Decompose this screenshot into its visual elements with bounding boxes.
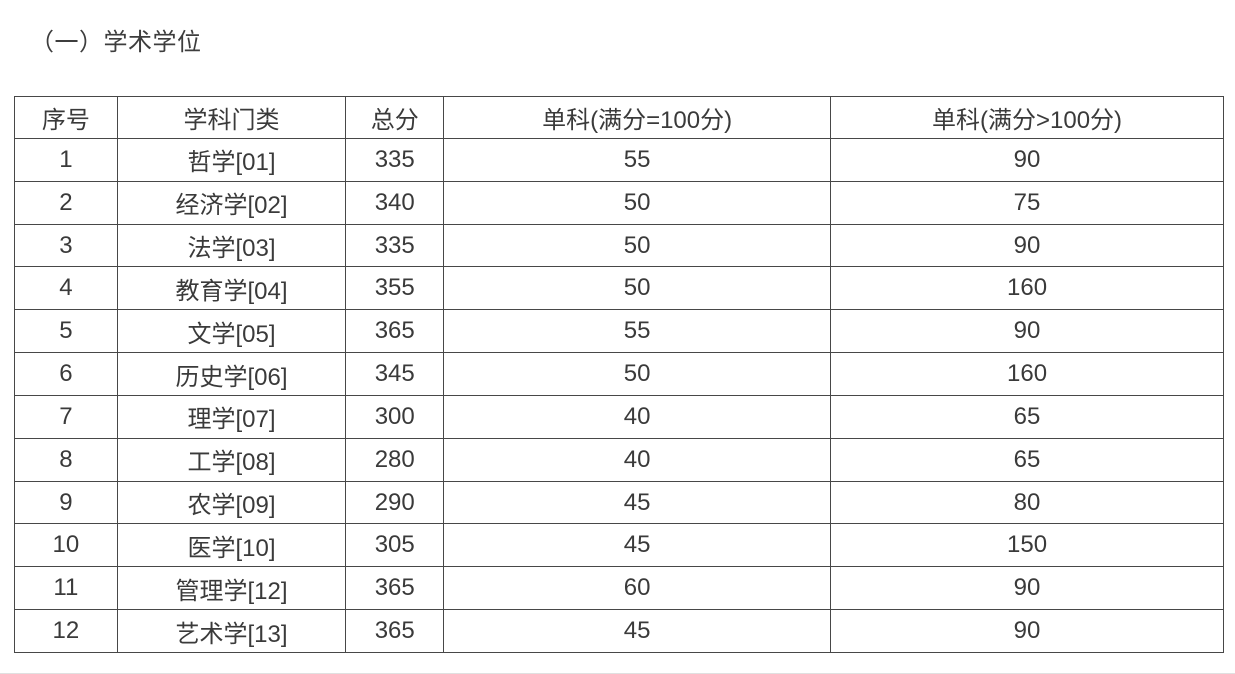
cell-single-gt100: 90: [830, 309, 1224, 354]
cell-discipline: 艺术学[13]: [116, 609, 347, 653]
cell-single-eq100: 40: [443, 394, 832, 439]
cell-total-score: 290: [345, 480, 445, 525]
cell-single-gt100: 80: [830, 480, 1224, 525]
header-single-gt100: 单科(满分>100分): [830, 96, 1224, 139]
cell-seq: 8: [14, 437, 118, 482]
cell-discipline: 理学[07]: [116, 394, 347, 439]
table-row: 7 理学[07] 300 40 65: [14, 394, 1224, 439]
cell-discipline: 历史学[06]: [116, 352, 347, 396]
cell-total-score: 335: [345, 223, 445, 268]
header-seq: 序号: [14, 96, 118, 139]
table-row: 2 经济学[02] 340 50 75: [14, 180, 1224, 225]
cell-discipline: 经济学[02]: [116, 180, 347, 225]
table-row: 9 农学[09] 290 45 80: [14, 480, 1224, 525]
cell-single-eq100: 50: [443, 180, 832, 225]
table-row: 10 医学[10] 305 45 150: [14, 523, 1224, 568]
cell-seq: 4: [14, 266, 118, 311]
cell-discipline: 农学[09]: [116, 480, 347, 525]
cell-seq: 5: [14, 309, 118, 354]
cell-discipline: 工学[08]: [116, 437, 347, 482]
cell-seq: 2: [14, 180, 118, 225]
cell-single-eq100: 45: [443, 609, 832, 653]
header-single-eq100: 单科(满分=100分): [443, 96, 832, 139]
cell-single-eq100: 60: [443, 566, 832, 611]
cell-single-gt100: 65: [830, 437, 1224, 482]
table-row: 4 教育学[04] 355 50 160: [14, 266, 1224, 311]
cell-discipline: 医学[10]: [116, 523, 347, 568]
cell-discipline: 哲学[01]: [116, 138, 347, 182]
cell-single-eq100: 50: [443, 266, 832, 311]
cell-single-eq100: 55: [443, 309, 832, 354]
cell-total-score: 335: [345, 138, 445, 182]
cell-seq: 1: [14, 138, 118, 182]
cell-single-gt100: 65: [830, 394, 1224, 439]
cell-total-score: 365: [345, 566, 445, 611]
cell-single-gt100: 75: [830, 180, 1224, 225]
cell-discipline: 教育学[04]: [116, 266, 347, 311]
cell-single-eq100: 50: [443, 352, 832, 396]
cell-total-score: 345: [345, 352, 445, 396]
cell-single-eq100: 40: [443, 437, 832, 482]
cell-discipline: 法学[03]: [116, 223, 347, 268]
cell-single-gt100: 90: [830, 138, 1224, 182]
cell-total-score: 340: [345, 180, 445, 225]
cell-total-score: 365: [345, 609, 445, 653]
table-row: 1 哲学[01] 335 55 90: [14, 138, 1224, 182]
table-row: 12 艺术学[13] 365 45 90: [14, 609, 1224, 653]
cell-seq: 6: [14, 352, 118, 396]
table-header-row: 序号 学科门类 总分 单科(满分=100分) 单科(满分>100分): [14, 96, 1224, 139]
cell-seq: 12: [14, 609, 118, 653]
cell-single-gt100: 90: [830, 609, 1224, 653]
cell-seq: 3: [14, 223, 118, 268]
cell-seq: 10: [14, 523, 118, 568]
table-row: 8 工学[08] 280 40 65: [14, 437, 1224, 482]
cell-single-eq100: 45: [443, 523, 832, 568]
cell-single-gt100: 90: [830, 566, 1224, 611]
cell-total-score: 355: [345, 266, 445, 311]
table-body: 1 哲学[01] 335 55 90 2 经济学[02] 340 50 75 3 法学[03] 335 5…: [14, 138, 1224, 653]
cell-single-gt100: 90: [830, 223, 1224, 268]
cell-single-eq100: 50: [443, 223, 832, 268]
cell-discipline: 管理学[12]: [116, 566, 347, 611]
cell-single-eq100: 55: [443, 138, 832, 182]
cell-seq: 11: [14, 566, 118, 611]
cell-total-score: 365: [345, 309, 445, 354]
cell-seq: 7: [14, 394, 118, 439]
table-row: 6 历史学[06] 345 50 160: [14, 352, 1224, 396]
cell-single-eq100: 45: [443, 480, 832, 525]
cell-total-score: 305: [345, 523, 445, 568]
cell-total-score: 300: [345, 394, 445, 439]
table-row: 11 管理学[12] 365 60 90: [14, 566, 1224, 611]
academic-degree-score-table: 序号 学科门类 总分 单科(满分=100分) 单科(满分>100分) 1 哲学[0…: [14, 96, 1224, 653]
cell-single-gt100: 160: [830, 266, 1224, 311]
cell-total-score: 280: [345, 437, 445, 482]
table-row: 3 法学[03] 335 50 90: [14, 223, 1224, 268]
page-title: （一）学术学位: [30, 29, 202, 56]
header-discipline: 学科门类: [116, 96, 347, 139]
cell-single-gt100: 150: [830, 523, 1224, 568]
cell-seq: 9: [14, 480, 118, 525]
table-row: 5 文学[05] 365 55 90: [14, 309, 1224, 354]
header-total-score: 总分: [345, 96, 445, 139]
cell-single-gt100: 160: [830, 352, 1224, 396]
cell-discipline: 文学[05]: [116, 309, 347, 354]
